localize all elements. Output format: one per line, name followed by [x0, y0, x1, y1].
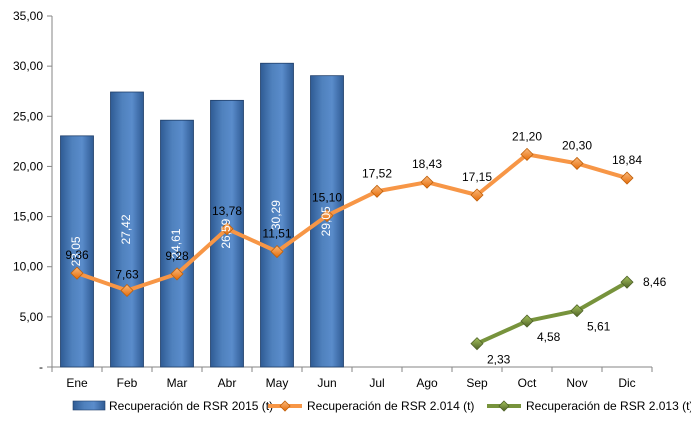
x-tick-label: Mar — [167, 376, 188, 390]
series-marker — [520, 147, 534, 161]
series-marker — [470, 337, 484, 351]
bar-data-label: 23,05 — [69, 236, 83, 266]
x-tick-label: Abr — [218, 376, 237, 390]
series-marker — [370, 184, 384, 198]
line-data-label: 4,58 — [537, 330, 561, 344]
x-tick-label: Nov — [566, 376, 587, 390]
x-tick-label: May — [266, 376, 289, 390]
x-tick-label: Ago — [416, 376, 438, 390]
legend: Recuperación de RSR 2015 (t) Recuperación… — [72, 399, 691, 413]
series-marker — [70, 266, 84, 280]
y-tick-label: 20,00 — [13, 159, 43, 173]
line-data-label: 5,61 — [587, 320, 611, 334]
line-data-label: 13,78 — [212, 204, 242, 218]
series-marker — [570, 304, 584, 318]
y-tick-label: - — [39, 360, 43, 374]
bar-data-label: 26,59 — [219, 218, 233, 248]
series-marker — [520, 314, 534, 328]
line-data-label: 2,33 — [487, 353, 511, 367]
line-data-label: 21,20 — [512, 129, 542, 143]
legend-label: Recuperación de RSR 2015 (t) — [109, 399, 273, 413]
y-tick-label: 10,00 — [13, 260, 43, 274]
x-tick-label: Ene — [66, 376, 88, 390]
bar — [260, 62, 294, 368]
bar-data-label: 27,42 — [119, 214, 133, 244]
line-data-label: 11,51 — [262, 227, 291, 241]
y-tick-label: 30,00 — [13, 59, 43, 73]
line-data-label: 9,36 — [65, 248, 89, 262]
line-data-label: 18,84 — [612, 153, 642, 167]
x-tick-label: Feb — [117, 376, 138, 390]
series-marker — [570, 156, 584, 170]
line-data-label: 8,46 — [643, 275, 667, 289]
axes: - 5,00 10,00 15,00 20,00 25,00 30,00 35,00 Ene Fe… — [13, 9, 653, 390]
series-line — [75, 152, 629, 293]
line-data-label: 20,30 — [562, 138, 592, 152]
legend-swatch — [72, 400, 106, 411]
bar-series — [60, 62, 344, 368]
y-tick-label: 15,00 — [13, 210, 43, 224]
series-line — [475, 280, 629, 346]
line-data-label: 18,43 — [412, 157, 442, 171]
y-tick-label: 35,00 — [13, 9, 43, 23]
series-marker — [420, 175, 434, 189]
line-data-label: 9,28 — [165, 249, 189, 263]
series-marker — [620, 171, 634, 185]
series-marker — [170, 267, 184, 281]
line-data-label: 17,52 — [362, 166, 392, 180]
bar-data-label: 29,05 — [319, 206, 333, 236]
x-tick-label: Dic — [618, 376, 635, 390]
legend-label: Recuperación de RSR 2.014 (t) — [307, 399, 474, 413]
legend-marker — [498, 400, 510, 412]
line-data-label: 15,10 — [312, 191, 342, 205]
x-tick-label: Sep — [466, 376, 488, 390]
data-labels: 23,05 27,42 24,61 26,59 30,29 29,05 9,36 7,63 9,… — [65, 129, 666, 366]
legend-label: Recuperación de RSR 2.013 (t) — [526, 399, 691, 413]
series-marker — [620, 275, 634, 289]
line-series — [70, 147, 634, 351]
series-marker — [470, 188, 484, 202]
x-tick-label: Jul — [369, 376, 384, 390]
x-tick-label: Jun — [317, 376, 336, 390]
bar-data-label: 30,29 — [269, 200, 283, 230]
bar-data-label: 24,61 — [169, 228, 183, 258]
series-marker — [220, 222, 234, 236]
y-tick-label: 25,00 — [13, 109, 43, 123]
bar — [110, 91, 144, 368]
series-marker — [320, 209, 334, 223]
bar — [160, 119, 194, 368]
series-marker — [270, 245, 284, 259]
bar — [60, 135, 94, 368]
series-marker — [120, 283, 134, 298]
line-data-label: 7,63 — [115, 267, 139, 281]
legend-marker — [279, 400, 291, 412]
line-data-label: 17,15 — [462, 170, 492, 184]
y-tick-label: 5,00 — [20, 310, 44, 324]
x-tick-label: Oct — [518, 376, 537, 390]
